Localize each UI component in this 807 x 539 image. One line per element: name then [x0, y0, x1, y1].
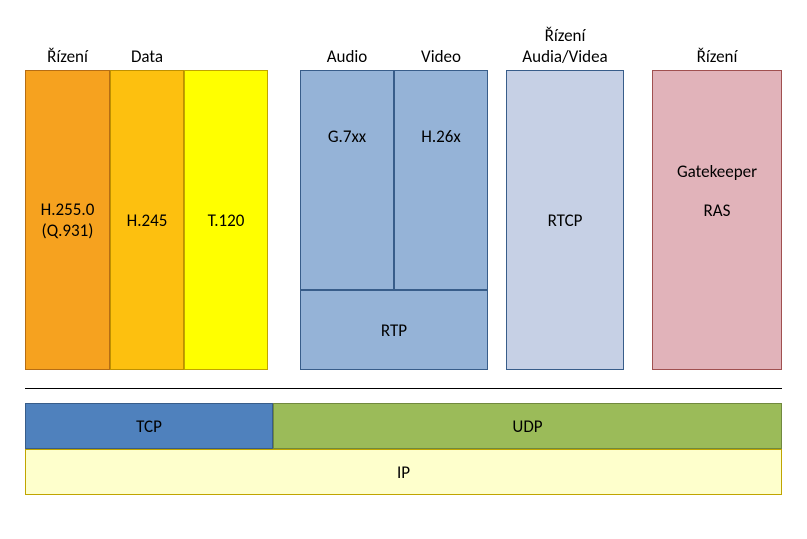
group-gatekeeper: Gatekeeper RAS [652, 70, 782, 370]
block-ip: IP [25, 449, 782, 495]
h2550-line1: H.255.0 [41, 199, 95, 220]
header-rizeni-av: Řízení Audia/Videa [506, 25, 624, 67]
h2550-line2: (Q.931) [42, 220, 94, 241]
header-row: Řízení Data Audio Video Řízení Audia/Vid… [25, 15, 782, 70]
block-rtcp: RTCP [506, 70, 624, 370]
block-tcp: TCP [25, 403, 273, 449]
divider-line [25, 388, 782, 389]
group-rtcp: RTCP [506, 70, 624, 370]
header-rizeni1: Řízení [25, 46, 110, 67]
gatekeeper-line2: RAS [704, 200, 731, 221]
header-data: Data [110, 46, 184, 67]
transport-row: TCP UDP [25, 403, 782, 449]
group-rtp: G.7xx H.26x RTP [300, 70, 488, 370]
gatekeeper-line1: Gatekeeper [677, 161, 757, 182]
upper-blocks: H.255.0 (Q.931) H.245 T.120 G.7xx H.26x … [25, 70, 782, 370]
block-t120: T.120 [184, 70, 268, 370]
header-rizeni-av-l2: Audia/Videa [506, 46, 624, 67]
header-video: Video [394, 46, 488, 67]
header-rizeni-av-l1: Řízení [506, 25, 624, 46]
block-rtp: RTP [300, 290, 488, 370]
lower-blocks: TCP UDP IP [25, 403, 782, 495]
header-audio: Audio [300, 46, 394, 67]
header-rizeni2: Řízení [652, 46, 782, 67]
protocol-stack-diagram: Řízení Data Audio Video Řízení Audia/Vid… [25, 15, 782, 495]
block-h2550: H.255.0 (Q.931) [25, 70, 110, 370]
group-tcp-protocols: H.255.0 (Q.931) H.245 T.120 [25, 70, 268, 370]
block-gatekeeper: Gatekeeper RAS [652, 70, 782, 370]
block-udp: UDP [273, 403, 782, 449]
block-h245: H.245 [110, 70, 184, 370]
block-g7xx: G.7xx [300, 70, 394, 290]
block-h26x: H.26x [394, 70, 488, 290]
